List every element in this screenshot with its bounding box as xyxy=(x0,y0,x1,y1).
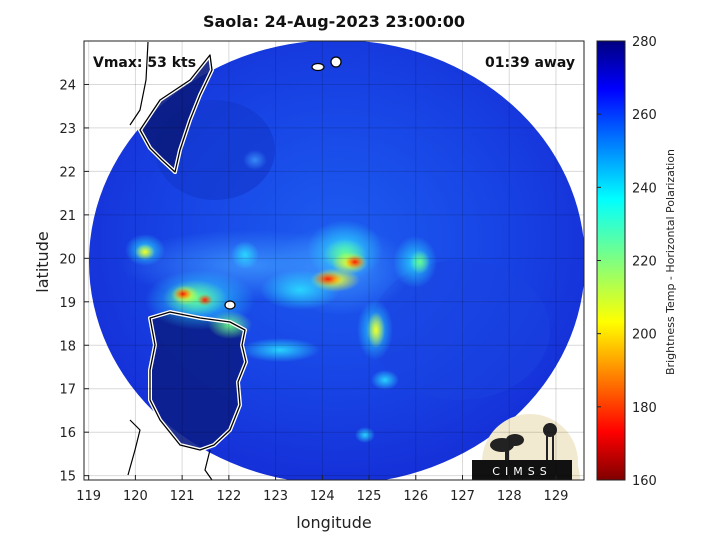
x-tick-label: 129 xyxy=(544,489,569,504)
x-tick-label: 124 xyxy=(310,489,335,504)
y-tick-label: 15 xyxy=(59,470,76,485)
x-tick-label: 126 xyxy=(403,489,428,504)
y-tick-label: 18 xyxy=(59,339,76,354)
colorbar-tick-label: 200 xyxy=(632,328,657,343)
plot-title: Saola: 24-Aug-2023 23:00:00 xyxy=(202,12,466,31)
colorbar-tick-label: 220 xyxy=(632,255,657,270)
x-tick-label: 123 xyxy=(263,489,288,504)
x-tick-label: 121 xyxy=(170,489,195,504)
luzon-land xyxy=(150,312,246,450)
vmax-label: Vmax: 53 kts xyxy=(93,55,196,71)
y-axis-ticks: 15 16 17 18 19 20 21 22 23 24 xyxy=(59,78,89,485)
cimss-logo-text: CIMSS xyxy=(492,465,551,478)
y-tick-label: 24 xyxy=(59,78,76,93)
colorbar-tick-label: 280 xyxy=(632,35,657,50)
colorbar-label: Brightness Temp - Horizontal Polarizatio… xyxy=(664,149,677,375)
axes-frame xyxy=(83,40,585,481)
coastlines xyxy=(127,41,342,480)
x-tick-label: 119 xyxy=(76,489,101,504)
x-tick-label: 120 xyxy=(123,489,148,504)
y-tick-label: 16 xyxy=(59,426,76,441)
x-tick-label: 122 xyxy=(216,489,241,504)
colorbar-tick-label: 260 xyxy=(632,108,657,123)
x-tick-label: 125 xyxy=(357,489,382,504)
y-tick-label: 19 xyxy=(59,296,76,311)
grid-lines xyxy=(84,41,584,480)
y-tick-label: 17 xyxy=(59,383,76,398)
y-tick-label: 22 xyxy=(59,165,76,180)
colorbar-tick-label: 160 xyxy=(632,474,657,489)
time-away-label: 01:39 away xyxy=(485,55,575,71)
cimss-logo: CIMSS xyxy=(472,414,580,480)
colorbar-tick-label: 240 xyxy=(632,181,657,196)
y-tick-label: 21 xyxy=(59,209,76,224)
x-axis-ticks: 119 120 121 122 123 124 125 126 127 128 129 xyxy=(76,475,568,504)
x-tick-label: 128 xyxy=(497,489,522,504)
colorbar-ticks: 160 180 200 220 240 260 280 xyxy=(597,35,657,489)
y-axis-label: latitude xyxy=(33,231,52,292)
colorbar xyxy=(596,40,626,481)
y-tick-label: 23 xyxy=(59,122,76,137)
taiwan-land xyxy=(140,55,212,172)
x-axis-label: longitude xyxy=(296,513,371,532)
y-tick-label: 20 xyxy=(59,252,76,267)
x-tick-label: 127 xyxy=(450,489,475,504)
brightness-temp-swath: CIMSS xyxy=(89,41,584,480)
colorbar-tick-label: 180 xyxy=(632,401,657,416)
